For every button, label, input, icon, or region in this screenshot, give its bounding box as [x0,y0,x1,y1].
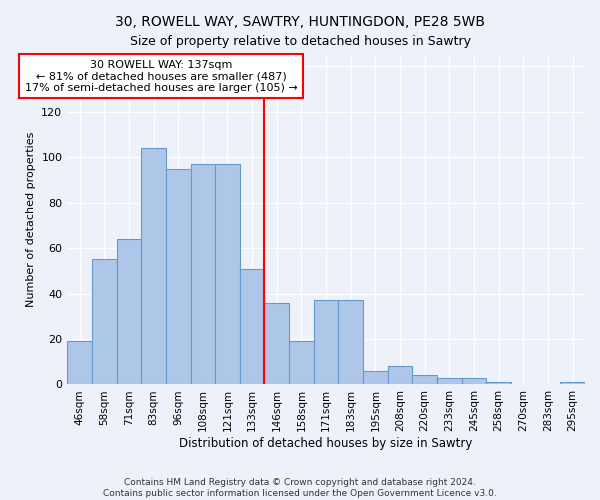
Bar [487,382,511,384]
Bar [116,239,141,384]
Text: 30 ROWELL WAY: 137sqm
← 81% of detached houses are smaller (487)
17% of semi-det: 30 ROWELL WAY: 137sqm ← 81% of detached … [25,60,297,92]
Bar [560,382,585,384]
Bar [166,168,191,384]
Bar [265,302,289,384]
X-axis label: Distribution of detached houses by size in Sawtry: Distribution of detached houses by size … [179,437,473,450]
Bar [363,371,388,384]
Bar [67,342,92,384]
Y-axis label: Number of detached properties: Number of detached properties [26,132,35,308]
Bar [240,268,265,384]
Bar [412,376,437,384]
Bar [289,342,314,384]
Bar [462,378,487,384]
Text: Size of property relative to detached houses in Sawtry: Size of property relative to detached ho… [130,35,470,48]
Bar [437,378,462,384]
Bar [92,260,116,384]
Text: 30, ROWELL WAY, SAWTRY, HUNTINGDON, PE28 5WB: 30, ROWELL WAY, SAWTRY, HUNTINGDON, PE28… [115,15,485,29]
Bar [215,164,240,384]
Bar [191,164,215,384]
Bar [141,148,166,384]
Bar [388,366,412,384]
Bar [338,300,363,384]
Bar [314,300,338,384]
Text: Contains HM Land Registry data © Crown copyright and database right 2024.
Contai: Contains HM Land Registry data © Crown c… [103,478,497,498]
